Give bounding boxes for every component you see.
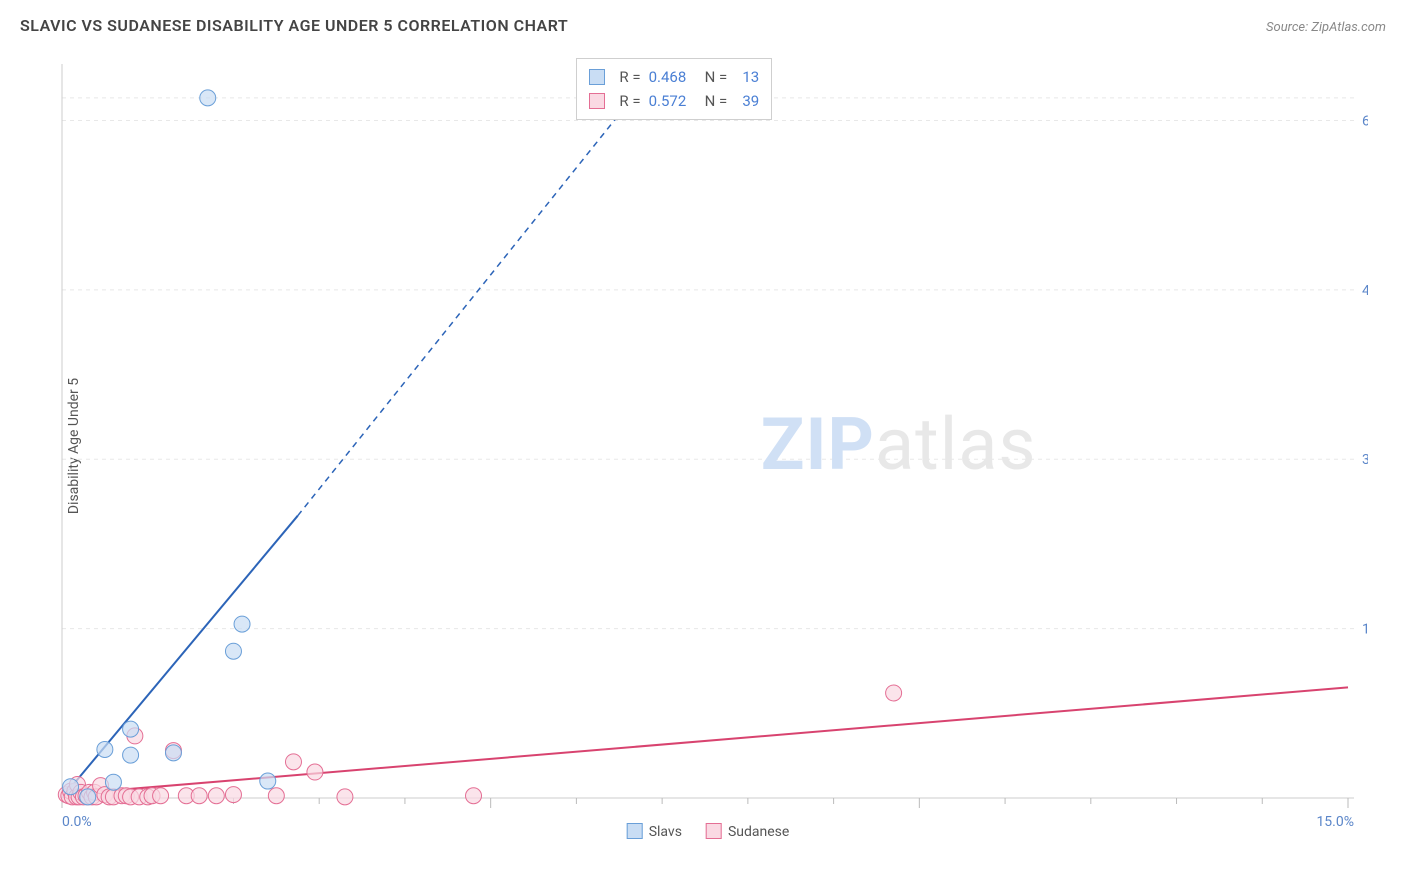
y-tick-label: 30.0%: [1362, 452, 1368, 468]
point-sudanese: [307, 764, 323, 780]
swatch-slavs: [627, 823, 643, 839]
y-tick-label: 60.0%: [1362, 113, 1368, 129]
source-label: Source: ZipAtlas.com: [1266, 20, 1386, 35]
point-sudanese: [225, 787, 241, 803]
legend-item-sudanese: Sudanese: [706, 823, 789, 840]
swatch-slavs: [589, 69, 605, 85]
swatch-sudanese: [706, 823, 722, 839]
point-sudanese: [337, 789, 353, 805]
y-tick-label: 45.0%: [1362, 283, 1368, 299]
point-slavs: [234, 616, 250, 632]
x-tick-label: 15.0%: [1316, 814, 1354, 830]
legend-item-slavs: Slavs: [627, 823, 682, 840]
point-sudanese: [208, 788, 224, 804]
point-slavs: [105, 774, 121, 790]
point-slavs: [80, 789, 96, 805]
point-slavs: [123, 721, 139, 737]
point-slavs: [260, 773, 276, 789]
point-slavs: [97, 741, 113, 757]
point-slavs: [63, 779, 79, 795]
point-sudanese: [268, 788, 284, 804]
point-sudanese: [886, 685, 902, 701]
y-tick-label: 15.0%: [1362, 622, 1368, 638]
point-sudanese: [153, 788, 169, 804]
x-tick-label: 0.0%: [62, 814, 92, 830]
chart-title: SLAVIC VS SUDANESE DISABILITY AGE UNDER …: [20, 16, 568, 35]
stats-legend-box: R =0.468N =13R =0.572N =39: [576, 58, 772, 120]
point-slavs: [225, 643, 241, 659]
point-slavs: [123, 747, 139, 763]
plot-area: 15.0%30.0%45.0%60.0%0.0%15.0% ZIPatlas R…: [48, 54, 1368, 844]
stats-row-sudanese: R =0.572N =39: [589, 89, 759, 113]
point-sudanese: [466, 788, 482, 804]
point-slavs: [200, 90, 216, 106]
series-legend: Slavs Sudanese: [627, 823, 790, 840]
swatch-sudanese: [589, 93, 605, 109]
point-slavs: [165, 745, 181, 761]
stats-row-slavs: R =0.468N =13: [589, 65, 759, 89]
scatter-chart: 15.0% 30.0% 45.0% 60.0% 0.0% 15.0%: [48, 54, 1368, 844]
point-sudanese: [191, 788, 207, 804]
point-sudanese: [285, 754, 301, 770]
